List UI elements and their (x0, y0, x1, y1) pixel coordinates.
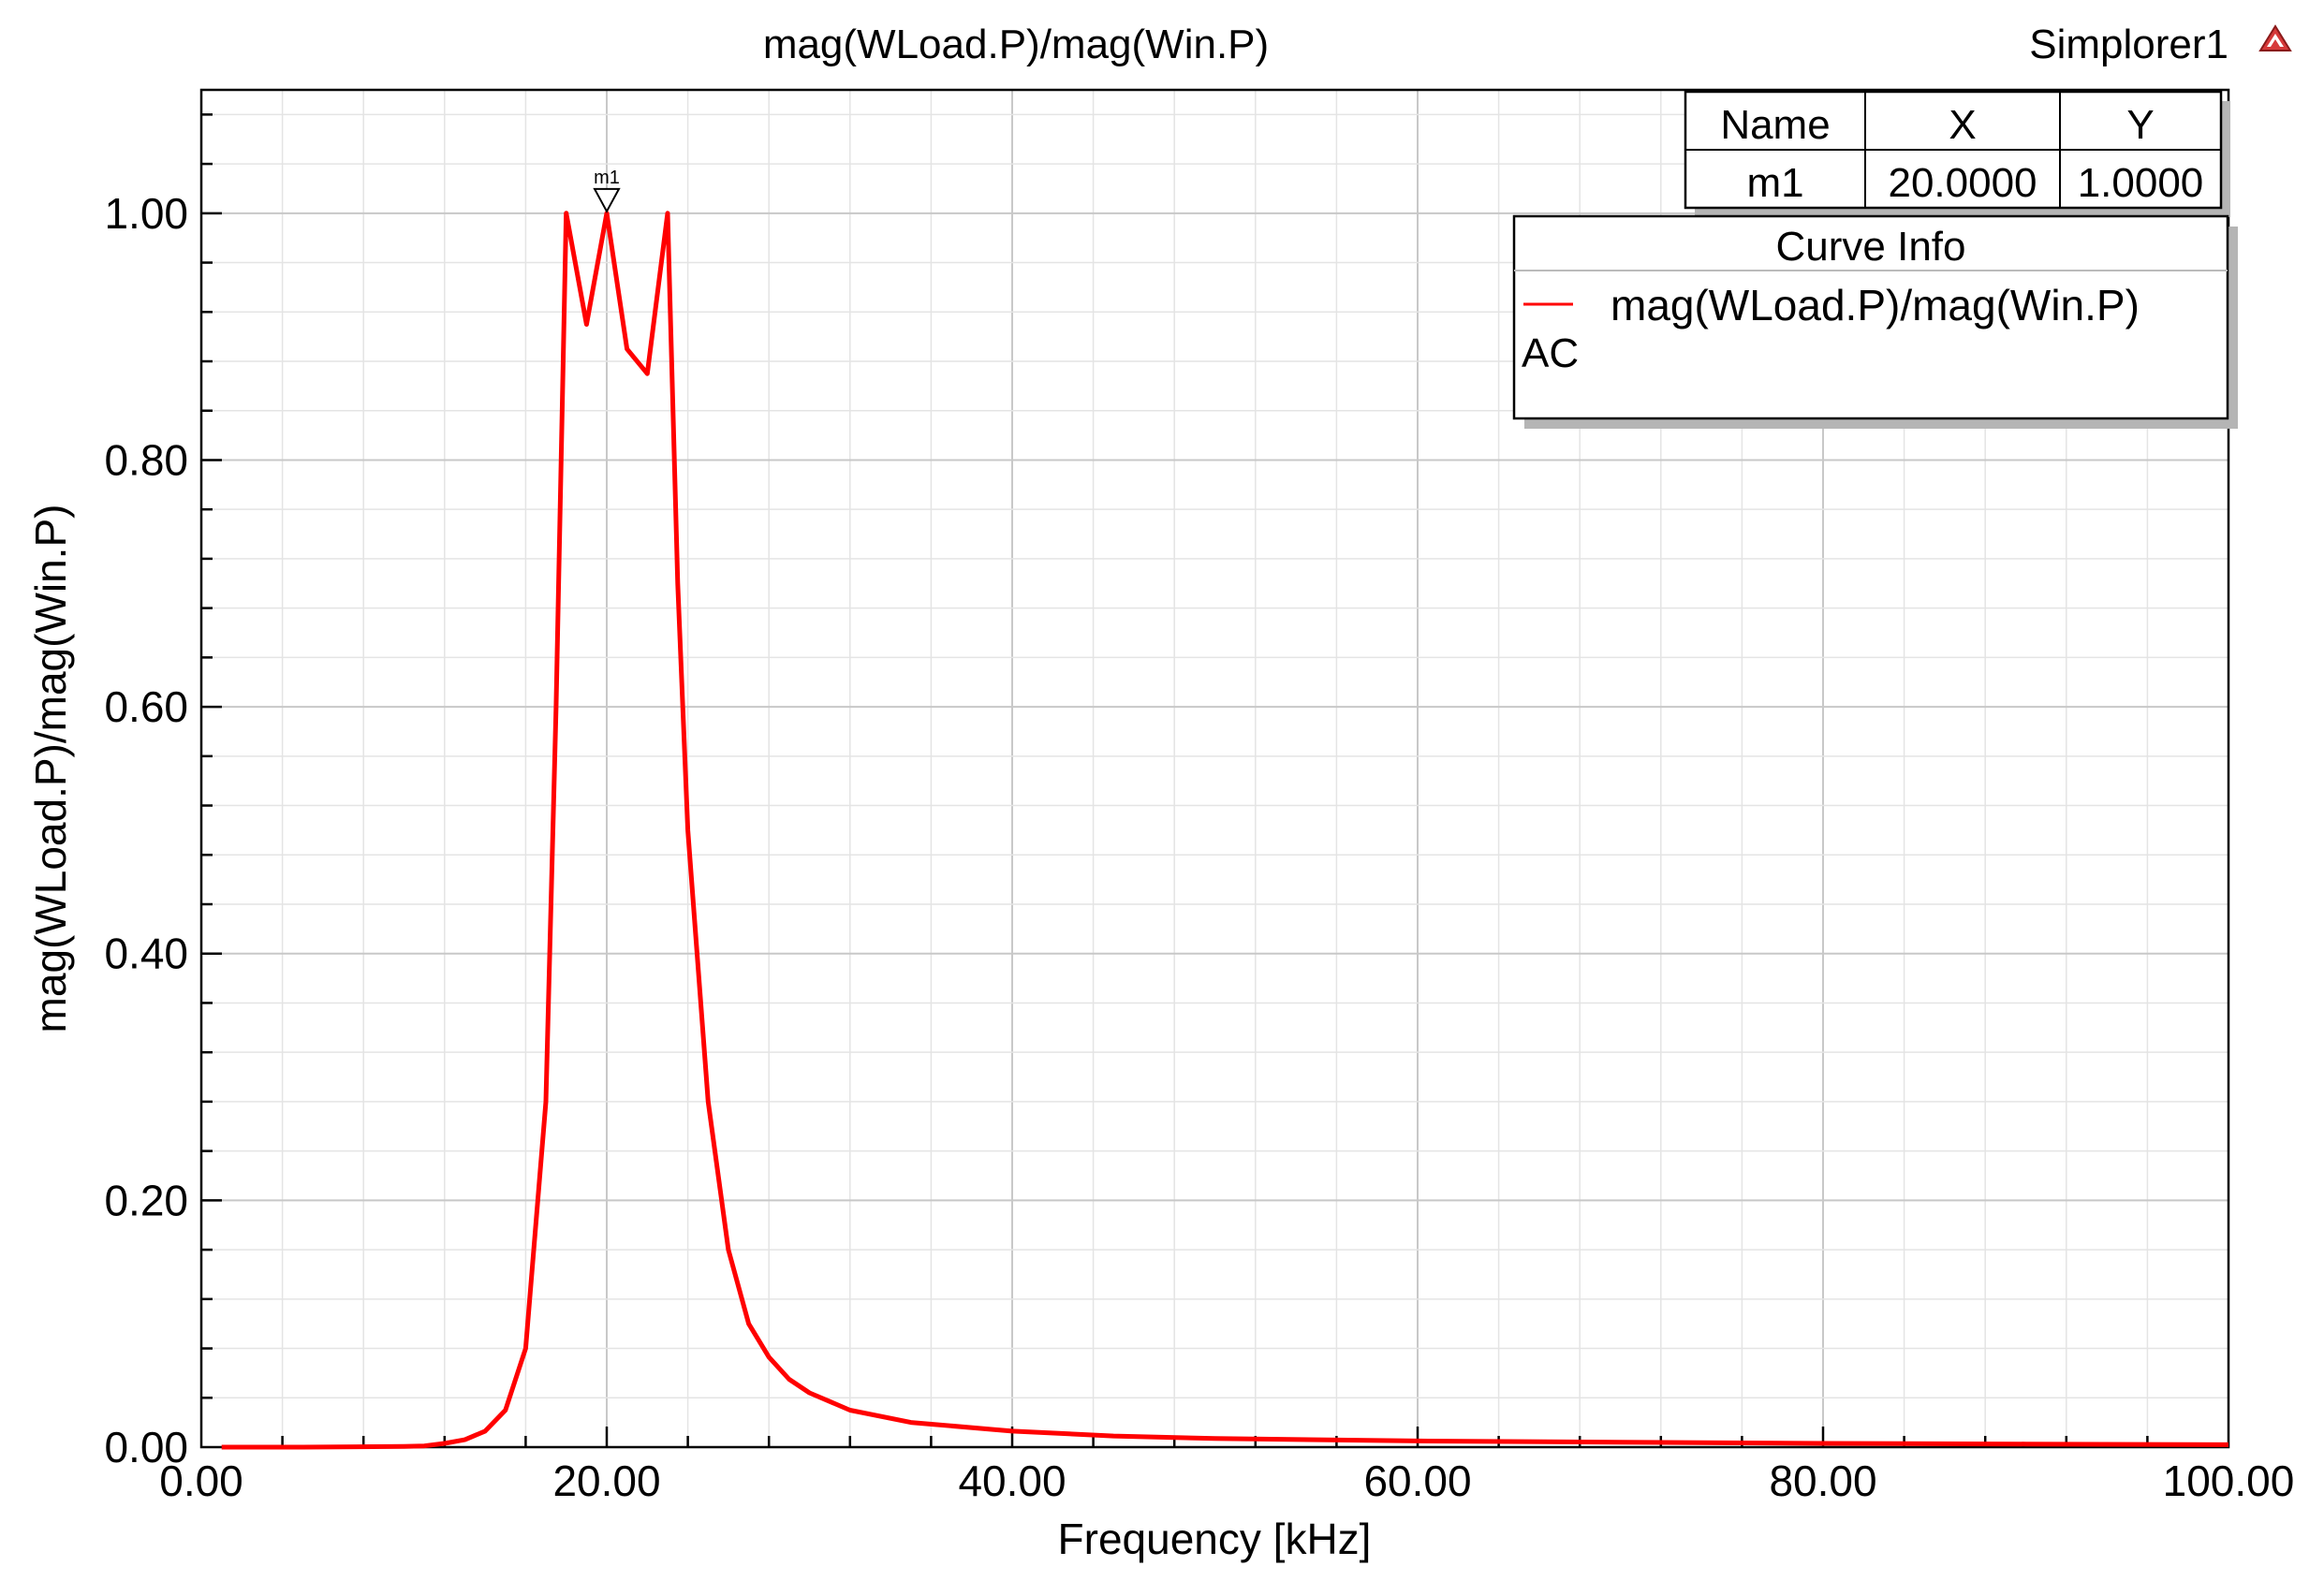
x-tick-label: 80.00 (1769, 1457, 1876, 1505)
marker-table: Name X Y m1 20.0000 1.0000 (1684, 90, 2230, 217)
x-tick-label: 40.00 (958, 1457, 1066, 1505)
plot-frame (199, 88, 2230, 1449)
x-tick-label: 60.00 (1363, 1457, 1471, 1505)
y-tick-label: 1.00 (104, 189, 188, 238)
y-axis-label: mag(WLoad.P)/mag(Win.P) (26, 505, 75, 1033)
marker-table-header-name: Name (1720, 102, 1830, 148)
warning-triangle-icon[interactable] (2258, 24, 2292, 51)
marker-table-cell-x: 20.0000 (1888, 160, 2037, 206)
grid (201, 90, 2228, 1447)
design-name: Simplorer1 (2029, 22, 2228, 67)
chart-title: mag(WLoad.P)/mag(Win.P) (763, 22, 1269, 67)
x-tick-label: 100.00 (2163, 1457, 2295, 1505)
y-tick-label: 0.40 (104, 930, 188, 978)
marker-table-cell-y: 1.0000 (2078, 160, 2204, 206)
marker-m1[interactable]: m1 (593, 168, 621, 213)
series-line-mag-ratio[interactable] (221, 211, 2229, 1450)
marker-table-cell-name: m1 (1746, 160, 1803, 206)
marker-label: m1 (594, 168, 620, 188)
x-axis-label: Frequency [kHz] (1058, 1515, 1372, 1563)
legend: Curve Info mag(WLoad.P)/mag(Win.P) AC (1512, 214, 2238, 429)
x-tick-label: 20.00 (552, 1457, 660, 1505)
legend-entry-label: mag(WLoad.P)/mag(Win.P) (1611, 281, 2140, 329)
legend-entry-sub: AC (1522, 330, 1579, 376)
marker-table-header-x: X (1949, 102, 1976, 148)
y-tick-label: 0.00 (104, 1423, 188, 1471)
y-tick-labels: 0.00 0.20 0.40 0.60 0.80 1.00 (104, 189, 188, 1471)
x-tick-labels: 0.00 20.00 40.00 60.00 80.00 100.00 (159, 1457, 2294, 1505)
y-tick-label: 0.60 (104, 682, 188, 731)
marker-table-header-y: Y (2126, 102, 2154, 148)
y-tick-label: 0.20 (104, 1176, 188, 1224)
legend-title: Curve Info (1776, 224, 1966, 270)
y-tick-label: 0.80 (104, 435, 188, 484)
marker-triangle-icon (593, 187, 621, 213)
x-tick-label: 0.00 (159, 1457, 243, 1505)
